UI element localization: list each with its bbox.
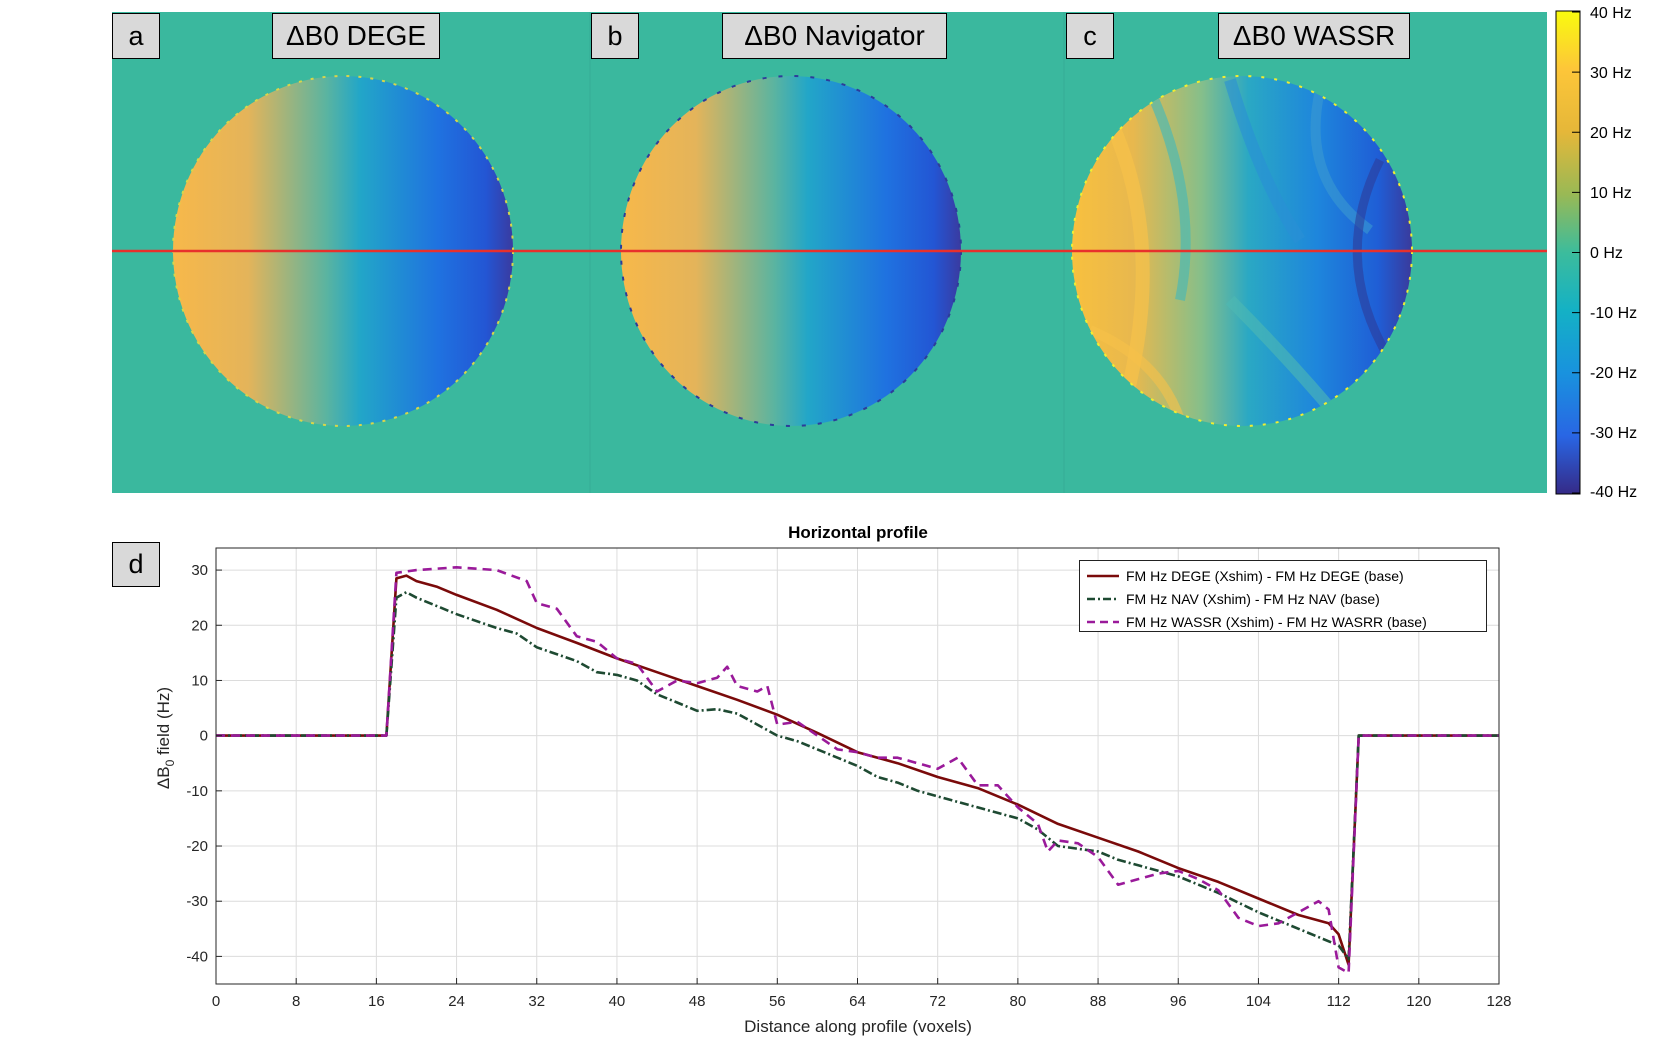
- panel-tag-c: c: [1066, 13, 1114, 59]
- y-axis-label-main: ΔB: [154, 766, 173, 789]
- x-tick-label: 112: [1327, 993, 1351, 1010]
- x-tick-label: 120: [1406, 993, 1431, 1010]
- x-tick-label: 72: [929, 993, 946, 1010]
- x-tick-label: 40: [609, 993, 626, 1010]
- colorbar-label: 0 Hz: [1590, 245, 1623, 262]
- wassr-artifacts: [1088, 78, 1394, 424]
- series-line-dege: [216, 574, 1499, 967]
- legend-swatch-dege: [1087, 574, 1119, 577]
- colorbar-ticks: [1572, 11, 1580, 494]
- x-tick-label: 0: [212, 993, 220, 1010]
- y-tick-label: -10: [186, 783, 208, 800]
- colorbar-label: 40 Hz: [1590, 5, 1632, 22]
- series-line-nav: [216, 590, 1499, 961]
- y-tick-label: -40: [186, 948, 208, 965]
- x-tick-label: 128: [1486, 993, 1511, 1010]
- colorbar-label: 10 Hz: [1590, 185, 1632, 202]
- legend-swatch-nav: [1087, 597, 1119, 600]
- chart-title: Horizontal profile: [788, 523, 928, 542]
- x-axis-label: Distance along profile (voxels): [744, 1017, 972, 1036]
- x-tick-label: 8: [292, 993, 300, 1010]
- x-tick-label: 104: [1246, 993, 1271, 1010]
- y-tick-label: 30: [191, 562, 208, 579]
- x-tick-labels: 0 8 16 24 32 40 48 56 64 72 80 88 96 104 112 120 128: [212, 978, 1512, 1010]
- x-tick-label: 16: [368, 993, 385, 1010]
- y-axis-label: ΔB0 field (Hz): [154, 687, 177, 789]
- panel-tag-b: b: [591, 13, 639, 59]
- field-maps: [112, 10, 1581, 495]
- map-title-navigator: ΔB0 Navigator: [722, 13, 947, 59]
- legend-entry: FM Hz WASSR (Xshim) - FM Hz WASRR (base): [1086, 610, 1480, 633]
- x-tick-label: 64: [849, 993, 866, 1010]
- x-tick-label: 48: [689, 993, 706, 1010]
- y-axis-label-sub: 0: [163, 759, 177, 766]
- map-title-dege: ΔB0 DEGE: [272, 13, 440, 59]
- legend-swatch-wassr: [1087, 620, 1119, 623]
- x-tick-label: 32: [528, 993, 545, 1010]
- map-title-wassr: ΔB0 WASSR: [1218, 13, 1410, 59]
- y-tick-label: -30: [186, 893, 208, 910]
- x-tick-label: 24: [448, 993, 465, 1010]
- legend-label-nav: FM Hz NAV (Xshim) - FM Hz NAV (base): [1126, 590, 1380, 607]
- legend-label-dege: FM Hz DEGE (Xshim) - FM Hz DEGE (base): [1126, 567, 1404, 584]
- y-axis-label-tail: field (Hz): [154, 687, 173, 760]
- y-tick-label: 20: [191, 617, 208, 634]
- panel-tag-d: d: [112, 542, 160, 587]
- colorbar-label: -10 Hz: [1590, 305, 1638, 322]
- legend-label-wassr: FM Hz WASSR (Xshim) - FM Hz WASRR (base): [1126, 613, 1427, 630]
- y-tick-label: -20: [186, 838, 208, 855]
- legend-entry: FM Hz NAV (Xshim) - FM Hz NAV (base): [1086, 587, 1480, 610]
- y-tick-label: 10: [191, 672, 208, 689]
- x-tick-label: 80: [1010, 993, 1027, 1010]
- x-tick-label: 88: [1090, 993, 1107, 1010]
- panel-tag-a: a: [112, 13, 160, 59]
- colorbar-label: 30 Hz: [1590, 65, 1632, 82]
- y-tick-label: 0: [200, 728, 208, 745]
- colorbar-label: -40 Hz: [1590, 484, 1638, 501]
- x-tick-label: 56: [769, 993, 786, 1010]
- colorbar-label: -20 Hz: [1590, 365, 1638, 382]
- legend-entry: FM Hz DEGE (Xshim) - FM Hz DEGE (base): [1086, 564, 1480, 587]
- x-tick-label: 96: [1170, 993, 1187, 1010]
- y-tick-labels: 30 20 10 0 -10 -20 -30 -40: [186, 562, 222, 965]
- colorbar-label: 20 Hz: [1590, 125, 1632, 142]
- colorbar-label: -30 Hz: [1590, 425, 1638, 442]
- chart-legend: FM Hz DEGE (Xshim) - FM Hz DEGE (base) F…: [1079, 560, 1487, 632]
